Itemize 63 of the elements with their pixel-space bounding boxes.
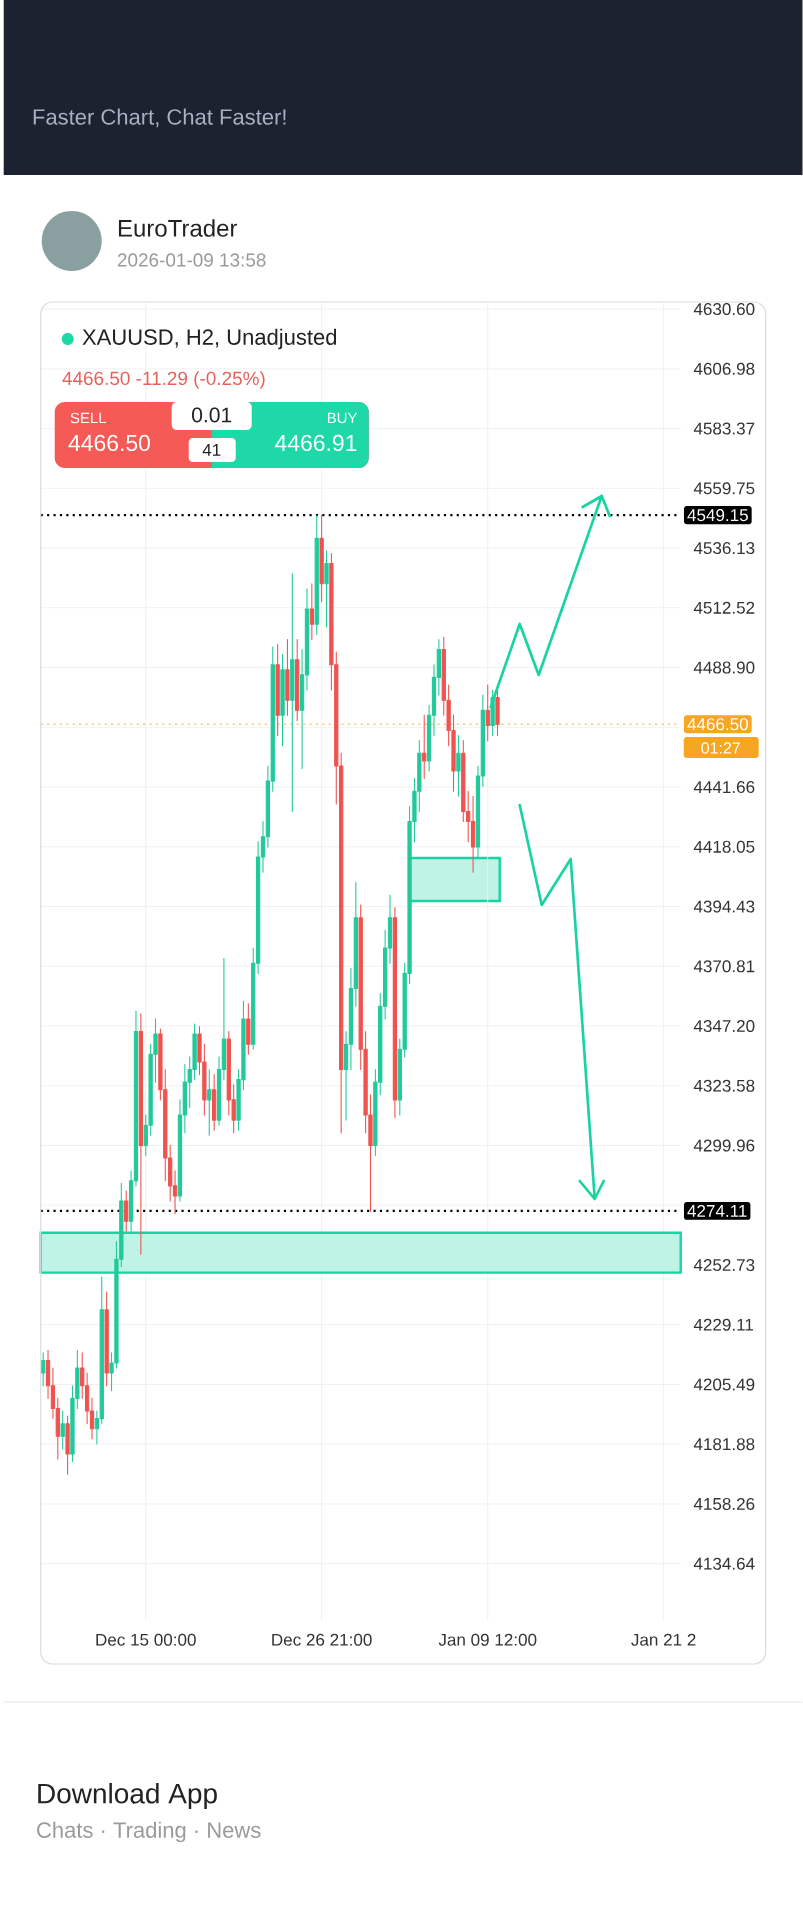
candlestick (212, 1074, 217, 1131)
candlestick (314, 514, 320, 635)
y-tick-label: 4229.11 (693, 1318, 754, 1331)
text: EuroTrader (119, 219, 238, 237)
ref-line-label: 4466.50 (687, 718, 749, 731)
y-tick-label: 4134.64 (693, 1557, 755, 1570)
text: 4466.50 -11.29 (-0.25%) (62, 371, 265, 389)
text: XAUUSD, H2, Unadjusted (82, 328, 337, 350)
annotation: 4466.50 (68, 434, 151, 452)
candlestick (485, 684, 491, 742)
y-tick-label: 4205.49 (693, 1378, 755, 1391)
y-tick-label: 4488.90 (693, 661, 755, 674)
ref-line-label: 4274.11 (687, 1204, 747, 1217)
y-tick-label: 4630.60 (693, 303, 755, 316)
x-tick-label: Jan 09 12:00 (438, 1633, 537, 1646)
candlestick (280, 654, 285, 747)
y-tick-label: 4512.52 (693, 601, 755, 614)
candlestick (295, 638, 300, 721)
text: Download App (38, 1782, 217, 1810)
candlestick (138, 1013, 144, 1255)
y-tick-label: 4181.88 (693, 1438, 755, 1451)
candlestick (60, 1410, 65, 1450)
candlestick (422, 714, 427, 780)
candlestick (324, 550, 329, 628)
text: 01:27 (701, 742, 741, 754)
y-tick-label: 4394.43 (693, 900, 755, 913)
candlestick (309, 583, 315, 640)
x-tick-label: Jan 21 2 (631, 1633, 696, 1646)
candlestick (207, 1068, 212, 1136)
y-tick-label: 4441.66 (693, 780, 755, 794)
y-tick-label: 4299.96 (693, 1139, 755, 1152)
y-tick-label: 4347.20 (693, 1019, 755, 1033)
text: 2026-01-09 13:58 (118, 253, 266, 267)
y-tick-label: 4536.13 (693, 542, 755, 555)
candlestick (285, 638, 290, 716)
candlestick (275, 643, 280, 737)
y-tick-label: 4583.37 (693, 422, 755, 435)
x-tick-label: Dec 26 21:00 (272, 1633, 372, 1646)
text: Chats · Trading · News (37, 1821, 261, 1843)
annotation: SELL (70, 412, 107, 424)
candlestick (104, 1291, 109, 1387)
candlestick (392, 907, 398, 1119)
candlestick (456, 735, 461, 797)
x-tick-label: Dec 15 00:00 (96, 1633, 196, 1646)
y-tick-label: 4606.98 (693, 362, 755, 375)
candlestick (290, 573, 295, 813)
y-tick-label: 4559.75 (693, 482, 755, 495)
y-tick-label: 4158.26 (693, 1497, 755, 1511)
y-tick-label: 4370.81 (693, 960, 755, 973)
candlestick (319, 514, 324, 603)
candlestick (41, 1352, 46, 1387)
annotation: 41 (202, 444, 221, 456)
y-tick-label: 4252.73 (693, 1258, 755, 1272)
annotation: BUY (328, 412, 358, 424)
candlestick (124, 1190, 129, 1232)
y-tick-label: 4323.58 (693, 1079, 755, 1092)
ref-line-label: 4549.15 (687, 509, 749, 522)
annotation: 0.01 (192, 407, 232, 423)
candlestick (65, 1415, 70, 1475)
candlestick (246, 1003, 251, 1055)
y-tick-label: 4418.05 (693, 840, 755, 853)
annotation: 4466.91 (275, 434, 357, 452)
text: Faster Chart, Chat Faster! (33, 108, 286, 128)
